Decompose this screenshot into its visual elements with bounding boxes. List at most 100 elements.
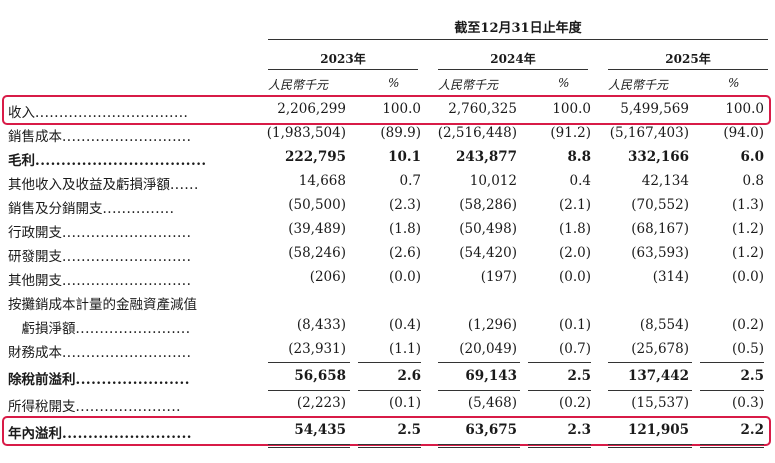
- row-label: 研發開支...........................: [8, 245, 191, 265]
- row-leader-dots: ........................: [75, 321, 191, 337]
- amount-cell: 63,675: [465, 422, 517, 438]
- amount-cell: 332,166: [627, 149, 689, 165]
- percent-cell: 0.7: [399, 173, 421, 189]
- amount-cell: (206): [309, 269, 346, 285]
- table-row-other-income: 其他收入及收益及虧損淨額...... 14,668 0.7 10,012 0.4 42,1…: [0, 171, 775, 193]
- percent-cell: 100.0: [382, 101, 421, 117]
- row-label-text: 其他收入及收益及虧損淨額: [8, 177, 170, 193]
- percent-cell: (1.1): [388, 341, 421, 357]
- percent-cell: (0.1): [558, 317, 591, 333]
- table-row-gross-profit: 毛利................................. 222,7…: [0, 147, 775, 169]
- subtotal-rule: [700, 362, 764, 363]
- amount-cell: (39,489): [288, 221, 346, 237]
- percent-cell: (0.7): [558, 341, 591, 357]
- percent-cell: (91.2): [550, 125, 591, 141]
- percent-cell: 2.5: [567, 368, 592, 384]
- table-row-impairment-label: 按攤銷成本計量的金融資產減值: [0, 291, 775, 313]
- amount-cell: 222,795: [284, 149, 346, 165]
- period-rule: [268, 39, 768, 40]
- row-label-text: 所得稅開支: [8, 399, 76, 415]
- amount-cell: 54,435: [294, 422, 346, 438]
- amount-cell: (5,167,403): [609, 125, 689, 141]
- total-double-rule: [608, 447, 692, 448]
- row-label: 銷售成本...........................: [8, 125, 191, 145]
- amount-cell: (20,049): [459, 341, 517, 357]
- amount-cell: 56,658: [294, 368, 346, 384]
- amount-cell: (8,433): [296, 317, 346, 333]
- year-2023-rule: [268, 69, 418, 70]
- row-leader-dots: ......: [170, 177, 199, 193]
- row-label-text: 收入: [8, 105, 35, 121]
- total-double-rule: [438, 444, 520, 445]
- row-leader-dots: ...........................: [62, 249, 192, 265]
- row-label-text: 虧損淨額: [8, 321, 76, 337]
- row-leader-dots: ...............: [102, 201, 175, 217]
- row-label-text: 除稅前溢利: [8, 372, 76, 388]
- amount-cell: (58,246): [288, 245, 346, 261]
- total-double-rule: [700, 447, 764, 448]
- percent-cell: (1.8): [388, 221, 421, 237]
- row-label: 年內溢利.........................: [8, 422, 192, 442]
- percent-cell: 6.0: [740, 149, 765, 165]
- amount-cell: (50,498): [459, 221, 517, 237]
- pct-2025: %: [728, 76, 740, 90]
- year-2025-header: 2025年: [665, 52, 711, 66]
- amount-cell: (15,537): [631, 395, 689, 411]
- percent-cell: 100.0: [725, 101, 764, 117]
- row-label-text: 年內溢利: [8, 426, 62, 442]
- table-row-profit-for-year: 年內溢利......................... 54,435 2.5 63…: [0, 420, 775, 442]
- subtotal-rule: [358, 390, 421, 391]
- subtotal-rule: [608, 390, 692, 391]
- subtotal-rule: [358, 362, 421, 363]
- amount-cell: 5,499,569: [620, 101, 689, 117]
- row-label-text: 銷售及分銷開支: [8, 201, 103, 217]
- row-label: 銷售及分銷開支...............: [8, 197, 174, 217]
- percent-cell: (1.2): [731, 245, 764, 261]
- percent-cell: (0.4): [388, 317, 421, 333]
- pct-2024: %: [558, 76, 570, 90]
- amount-cell: (2,223): [296, 395, 346, 411]
- subtotal-rule: [438, 390, 520, 391]
- total-double-rule: [358, 447, 421, 448]
- amount-cell: (50,500): [288, 197, 346, 213]
- year-2024-header: 2024年: [490, 52, 536, 66]
- percent-cell: (2.3): [388, 197, 421, 213]
- table-row-other-expenses: 其他開支........................... (206) (0.0…: [0, 267, 775, 289]
- amount-cell: (54,420): [459, 245, 517, 261]
- amount-cell: 243,877: [455, 149, 517, 165]
- total-double-rule: [528, 444, 591, 445]
- subtotal-rule: [528, 390, 591, 391]
- row-label-text: 研發開支: [8, 249, 62, 265]
- row-leader-dots: .................................: [35, 153, 207, 169]
- row-label: 虧損淨額........................: [8, 317, 191, 337]
- amount-cell: (8,554): [639, 317, 689, 333]
- total-double-rule: [268, 444, 350, 445]
- percent-cell: (0.0): [731, 269, 764, 285]
- table-row-income-tax: 所得稅開支...................... (2,223) (0.1) (…: [0, 393, 775, 415]
- row-label: 財務成本...........................: [8, 341, 191, 361]
- percent-cell: (2.1): [558, 197, 591, 213]
- total-double-rule: [528, 447, 591, 448]
- amount-cell: (5,468): [467, 395, 517, 411]
- row-label: 行政開支...........................: [8, 221, 191, 241]
- row-label-text: 毛利: [8, 153, 35, 169]
- subtotal-rule: [608, 362, 692, 363]
- amount-cell: (2,516,448): [437, 125, 517, 141]
- table-row-rd-expenses: 研發開支........................... (58,246) (…: [0, 243, 775, 265]
- row-label: 按攤銷成本計量的金融資產減值: [8, 293, 197, 313]
- row-leader-dots: .........................: [62, 426, 192, 442]
- period-header: 截至12月31日止年度: [454, 21, 582, 36]
- percent-cell: (0.0): [388, 269, 421, 285]
- row-leader-dots: ...........................: [62, 225, 192, 241]
- percent-cell: 0.4: [569, 173, 591, 189]
- subtotal-rule: [700, 390, 764, 391]
- subtotal-rule: [438, 362, 520, 363]
- percent-cell: 2.2: [740, 422, 765, 438]
- amount-cell: (1,983,504): [266, 125, 346, 141]
- pct-2023: %: [388, 76, 400, 90]
- amount-cell: 2,760,325: [448, 101, 517, 117]
- table-row-revenue: 收入................................ 2,206,…: [0, 99, 775, 121]
- year-2024-rule: [438, 69, 588, 70]
- percent-cell: (94.0): [723, 125, 764, 141]
- unit-2023: 人民幣千元: [268, 78, 329, 92]
